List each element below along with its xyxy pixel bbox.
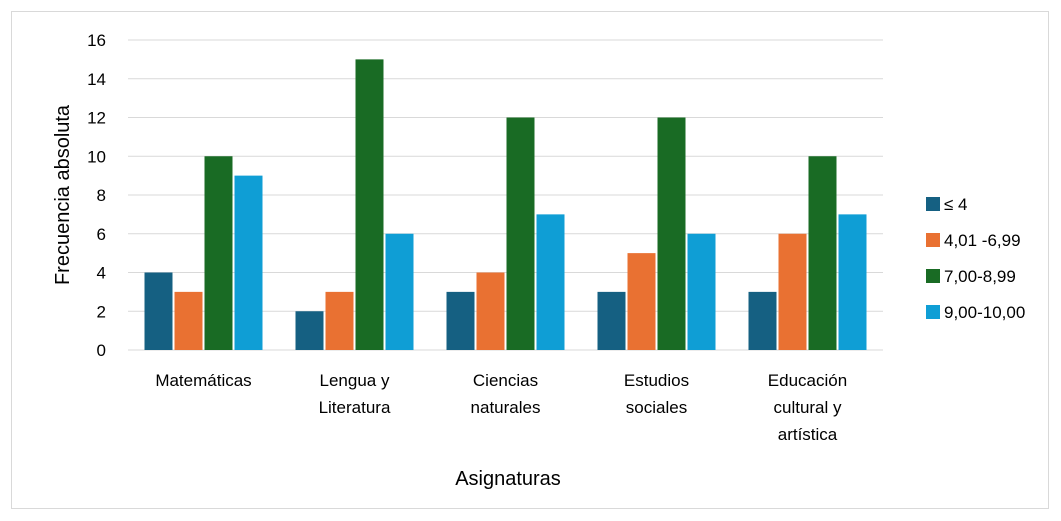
- bar: [385, 233, 414, 350]
- y-axis-title: Frecuencia absoluta: [52, 104, 74, 285]
- bar: [355, 59, 384, 350]
- y-tick-label: 16: [87, 31, 106, 50]
- bar: [295, 311, 324, 350]
- y-tick-label: 0: [97, 341, 106, 360]
- x-tick-label: Lengua y: [320, 371, 390, 390]
- bar: [174, 291, 203, 350]
- y-tick-label: 4: [97, 264, 106, 283]
- x-tick-label: naturales: [471, 398, 541, 417]
- legend: ≤ 4 4,01 -6,99 7,00-8,99 9,00-10,00: [926, 195, 1025, 322]
- bar: [778, 233, 807, 350]
- y-tick-label: 6: [97, 225, 106, 244]
- legend-label: 4,01 -6,99: [944, 231, 1021, 250]
- x-axis-title: Asignaturas: [455, 468, 561, 490]
- x-tick-labels: Matemáticas Lengua y Literatura Ciencias nat…: [155, 371, 847, 444]
- x-tick-label: sociales: [626, 398, 687, 417]
- bars: [144, 59, 867, 350]
- x-tick-label: cultural y: [773, 398, 842, 417]
- bar: [808, 156, 837, 350]
- legend-label: 7,00-8,99: [944, 267, 1016, 286]
- legend-swatch: [926, 197, 940, 211]
- y-tick-labels: 0 2 4 6 8 10 12 14 16: [87, 31, 106, 360]
- bar: [476, 272, 505, 350]
- bar: [597, 291, 626, 350]
- legend-swatch: [926, 233, 940, 247]
- legend-swatch: [926, 305, 940, 319]
- x-tick-label: Literatura: [319, 398, 391, 417]
- y-tick-label: 8: [97, 186, 106, 205]
- legend-swatch: [926, 269, 940, 283]
- y-tick-label: 2: [97, 302, 106, 321]
- y-tick-label: 12: [87, 109, 106, 128]
- x-tick-label: Estudios: [624, 371, 689, 390]
- bar: [234, 175, 263, 350]
- x-tick-label: Matemáticas: [155, 371, 251, 390]
- y-tick-label: 14: [87, 70, 106, 89]
- bar: [506, 117, 535, 350]
- bar: [325, 291, 354, 350]
- bar: [627, 253, 656, 350]
- x-tick-label: artística: [778, 425, 838, 444]
- bar: [838, 214, 867, 350]
- bar: [144, 272, 173, 350]
- bar: [657, 117, 686, 350]
- x-tick-label: Educación: [768, 371, 847, 390]
- y-tick-label: 10: [87, 147, 106, 166]
- bar: [536, 214, 565, 350]
- legend-label: ≤ 4: [944, 195, 968, 214]
- legend-label: 9,00-10,00: [944, 303, 1025, 322]
- bar: [687, 233, 716, 350]
- bar: [204, 156, 233, 350]
- bar: [748, 291, 777, 350]
- bar: [446, 291, 475, 350]
- x-tick-label: Ciencias: [473, 371, 538, 390]
